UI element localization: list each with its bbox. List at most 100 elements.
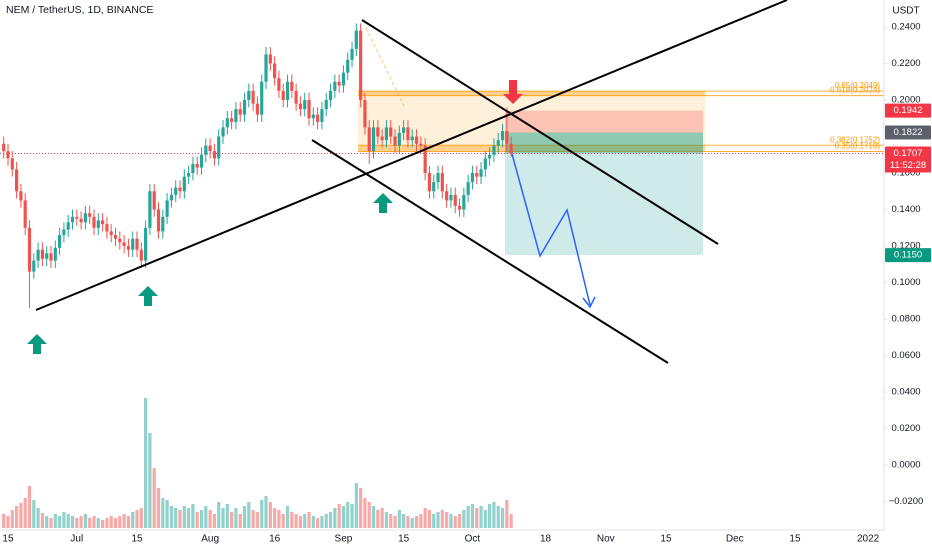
volume-bar (316, 518, 320, 528)
volume-bar (277, 510, 281, 528)
candle-body (32, 260, 36, 272)
volume-bar (217, 502, 221, 528)
volume-bar (14, 506, 19, 528)
volume-bar (436, 512, 440, 528)
candle-body (500, 131, 505, 141)
volume-bar (298, 516, 303, 528)
price-label-box (885, 103, 931, 118)
volume-bar (307, 512, 311, 528)
volume-bar (273, 508, 277, 528)
candle-body (58, 235, 62, 248)
candle-body (311, 114, 315, 119)
volume-bar (264, 496, 268, 528)
candle-body (298, 103, 303, 110)
volume-bar (419, 514, 423, 528)
candle-body (285, 81, 290, 101)
volume-bar (479, 506, 483, 528)
candle-body (118, 238, 122, 243)
candle-body (66, 222, 70, 230)
price-label: 0.1150 (894, 250, 922, 261)
volume-bar (354, 483, 358, 528)
volume-bar (212, 514, 217, 528)
volume-bar (204, 506, 208, 528)
volume-bar (139, 508, 143, 528)
fib-band (358, 145, 705, 152)
volume-bar (376, 510, 380, 528)
x-tick-label: Jul (70, 534, 83, 545)
candle-body (290, 81, 294, 91)
candle-body (88, 213, 92, 217)
volume-bar (96, 518, 100, 528)
volume-bar (187, 508, 191, 528)
fib-label: 0.65(0.2049) (835, 81, 881, 90)
volume-bar (406, 516, 410, 528)
candle-body (109, 231, 113, 236)
candle-body (208, 145, 212, 152)
volume-bar (440, 510, 444, 528)
candle-body (475, 173, 479, 177)
candle-body (92, 216, 96, 228)
volume-bar (500, 508, 505, 528)
candle-body (341, 72, 346, 86)
candles-layer (2, 23, 513, 528)
volume-bar (208, 510, 212, 528)
volume-bar (509, 514, 513, 528)
volume-bar (466, 506, 470, 528)
volume-bar (445, 512, 449, 528)
x-tick-label: Dec (726, 534, 744, 545)
candle-body (414, 136, 419, 144)
candle-body (419, 143, 423, 146)
volume-bar (402, 514, 406, 528)
candle-body (126, 246, 131, 250)
volume-bar (105, 518, 109, 528)
price-label: 0.1942 (893, 105, 922, 116)
y-tick-label: 0.0000 (891, 460, 920, 471)
x-tick-label: 15 (2, 534, 14, 545)
candle-body (479, 169, 483, 177)
candle-body (230, 118, 234, 122)
volume-bar (36, 508, 40, 528)
candle-body (303, 100, 307, 110)
candle-body (251, 90, 255, 104)
candle-body (199, 154, 204, 168)
volume-bar (182, 506, 186, 528)
y-tick-label: 0.1400 (891, 204, 920, 215)
volume-bar (221, 508, 225, 528)
candle-body (217, 136, 221, 159)
volume-bar (83, 514, 88, 528)
candle-body (144, 227, 148, 261)
y-tick-label: 0.0600 (891, 350, 920, 361)
volume-bar (350, 504, 354, 528)
candle-body (462, 194, 466, 210)
x-tick-label: 15 (131, 534, 143, 545)
candle-body (406, 127, 410, 141)
fib-trend (365, 27, 406, 109)
volume-bar (260, 500, 264, 528)
price-axis-bg (884, 0, 932, 550)
y-tick-label: 0.0200 (891, 423, 920, 434)
candle-body (354, 30, 358, 49)
volume-bar (427, 510, 432, 528)
volume-bar (6, 516, 10, 528)
trend-line (361, 19, 719, 245)
volume-bar (389, 514, 393, 528)
candle-body (393, 136, 397, 146)
candle-body (156, 209, 161, 232)
candle-body (6, 151, 10, 159)
candle-body (509, 143, 513, 154)
volume-bar (328, 512, 333, 528)
down-arrow (503, 80, 523, 104)
volume-bar (496, 506, 500, 528)
volume-bar (247, 502, 251, 528)
y-tick-label: 0.2400 (891, 22, 920, 33)
candle-body (204, 145, 208, 155)
candle-body (2, 143, 6, 152)
candle-body (389, 127, 393, 137)
candle-body (346, 59, 350, 73)
x-tick-label: Sep (335, 534, 353, 545)
volume-bar (462, 510, 466, 528)
candle-body (234, 109, 238, 122)
volume-bar (58, 516, 62, 528)
candle-body (247, 90, 251, 101)
volume-bar (483, 510, 487, 528)
